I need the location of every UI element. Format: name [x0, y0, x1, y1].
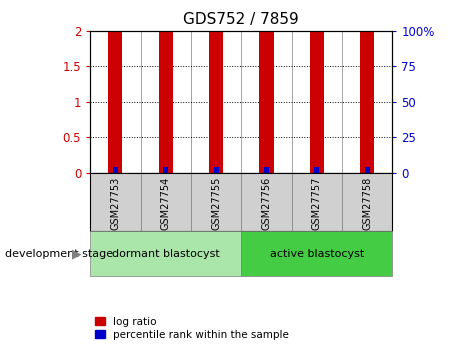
- Text: development stage: development stage: [5, 249, 113, 258]
- Text: GSM27754: GSM27754: [161, 176, 171, 230]
- Bar: [113, 167, 118, 172]
- Bar: [209, 31, 223, 172]
- Legend: log ratio, percentile rank within the sample: log ratio, percentile rank within the sa…: [96, 317, 289, 340]
- Text: active blastocyst: active blastocyst: [270, 249, 364, 258]
- Title: GDS752 / 7859: GDS752 / 7859: [184, 12, 299, 27]
- Text: GSM27757: GSM27757: [312, 176, 322, 230]
- Bar: [292, 172, 342, 231]
- Bar: [191, 172, 241, 231]
- Bar: [90, 231, 241, 276]
- Bar: [141, 172, 191, 231]
- Text: ▶: ▶: [72, 247, 82, 260]
- Bar: [365, 167, 370, 172]
- Bar: [163, 167, 168, 172]
- Text: dormant blastocyst: dormant blastocyst: [112, 249, 220, 258]
- Text: GSM27755: GSM27755: [211, 176, 221, 230]
- Bar: [342, 172, 392, 231]
- Bar: [310, 31, 324, 172]
- Text: GSM27753: GSM27753: [110, 176, 120, 230]
- Bar: [90, 172, 141, 231]
- Bar: [108, 31, 122, 172]
- Bar: [264, 167, 269, 172]
- Text: GSM27756: GSM27756: [262, 176, 272, 230]
- Bar: [360, 31, 374, 172]
- Bar: [241, 231, 392, 276]
- Bar: [314, 167, 319, 172]
- Bar: [214, 167, 219, 172]
- Bar: [259, 31, 273, 172]
- Text: GSM27758: GSM27758: [362, 176, 372, 230]
- Bar: [241, 172, 292, 231]
- Bar: [159, 31, 173, 172]
